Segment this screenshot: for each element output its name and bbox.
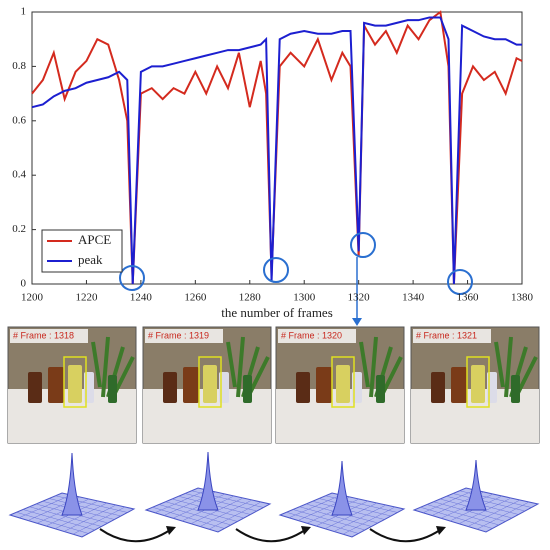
marks <box>31 10 523 285</box>
photo-bottle <box>28 372 42 403</box>
response-map <box>144 451 272 533</box>
surface-mesh <box>324 502 378 529</box>
x-axis-label: the number of frames <box>221 305 333 320</box>
surface-peak <box>61 452 83 516</box>
response-map <box>278 460 406 538</box>
photo-bottle <box>48 367 64 403</box>
photo-bottle <box>203 365 217 403</box>
x-tick-label: 1240 <box>130 292 153 304</box>
surface-mesh <box>476 501 530 530</box>
surface-mesh <box>342 506 396 535</box>
dip-circles <box>119 232 473 295</box>
frame-label: # Frame : 1319 <box>148 330 209 340</box>
surface-mesh <box>467 499 521 527</box>
x-tick-label: 1280 <box>239 292 262 304</box>
surface-mesh <box>63 504 117 532</box>
x-tick-label: 1200 <box>21 292 44 304</box>
surface-peak <box>197 451 219 511</box>
surface-peak <box>331 460 353 516</box>
highlight-circle <box>119 265 145 291</box>
surface-mesh <box>48 498 122 517</box>
x-tick-label: 1320 <box>348 292 371 304</box>
x-tick-label: 1260 <box>184 292 207 304</box>
surface-mesh <box>190 497 244 524</box>
surface-mesh <box>208 501 262 530</box>
surface-mesh <box>333 504 387 532</box>
photo-bottle <box>316 367 332 403</box>
response-map <box>8 452 136 538</box>
x-tick-label: 1380 <box>511 292 534 304</box>
y-tick-label: 0.4 <box>12 169 26 181</box>
y-tick-label: 0.2 <box>12 223 26 235</box>
photo-bottle <box>108 375 117 403</box>
photo-track-box <box>198 356 222 408</box>
transition-arrowhead <box>301 526 311 535</box>
photo-bottle <box>376 375 385 403</box>
surface-mesh <box>318 498 392 517</box>
photo-track-box <box>331 356 355 408</box>
y-tick-label: 0 <box>21 278 27 290</box>
x-tick-label: 1360 <box>457 292 480 304</box>
frame-label: # Frame : 1320 <box>281 330 342 340</box>
surface-peak <box>465 459 487 511</box>
photo-bottle <box>183 367 199 403</box>
photo-bottle <box>471 365 485 403</box>
frame-panel: # Frame : 1318 <box>7 326 137 444</box>
photo-bottle <box>511 375 520 403</box>
surface-mesh <box>458 497 512 524</box>
photo-bottle <box>451 367 467 403</box>
highlight-circle <box>447 269 473 295</box>
frame-panel: # Frame : 1319 <box>142 326 272 444</box>
transition-arrow <box>235 528 306 543</box>
photo-bottle <box>296 372 310 403</box>
photo-plant <box>226 336 270 398</box>
frame-label-bg <box>145 329 223 343</box>
highlight-circle <box>350 232 376 258</box>
surface-mesh <box>72 506 126 535</box>
frame-panel: # Frame : 1320 <box>275 326 405 444</box>
photo-plant <box>494 336 538 398</box>
pointer-arrowhead <box>352 318 362 326</box>
y-tick-label: 1 <box>21 6 27 18</box>
y-tick-label: 0.8 <box>12 60 26 72</box>
transition-arrowhead <box>436 526 446 535</box>
photo-plant <box>91 336 135 398</box>
legend-label: APCE <box>78 232 111 247</box>
y-tick-label: 0.6 <box>12 114 26 126</box>
highlight-circle <box>263 257 289 283</box>
photo-bottle <box>431 372 445 403</box>
photo-bottle <box>243 375 252 403</box>
line-series <box>31 16 522 285</box>
surface-mesh <box>452 493 526 512</box>
surface-mesh <box>184 493 258 512</box>
transition-arrow <box>99 528 171 543</box>
frame-label-bg <box>413 329 491 343</box>
photo-bottle <box>163 372 177 403</box>
photo-track-box <box>466 356 490 408</box>
x-tick-label: 1300 <box>293 292 316 304</box>
photo-track-box <box>63 356 87 408</box>
frame-label: # Frame : 1318 <box>13 330 74 340</box>
surface-mesh <box>54 502 108 529</box>
transition-arrowhead <box>166 526 176 535</box>
frame-label: # Frame : 1321 <box>416 330 477 340</box>
frame-panel: # Frame : 1321 <box>410 326 540 444</box>
surface-mesh <box>199 499 253 527</box>
x-tick-label: 1220 <box>75 292 98 304</box>
legend-box <box>41 229 123 273</box>
x-tick-label: 1340 <box>402 292 425 304</box>
photo-bottle <box>68 365 82 403</box>
response-map <box>412 459 540 533</box>
photo-plant <box>359 336 403 398</box>
frame-label-bg <box>278 329 356 343</box>
legend-label: peak <box>78 252 103 267</box>
transition-arrow <box>369 528 441 543</box>
frame-label-bg <box>10 329 88 343</box>
photo-bottle <box>336 365 350 403</box>
